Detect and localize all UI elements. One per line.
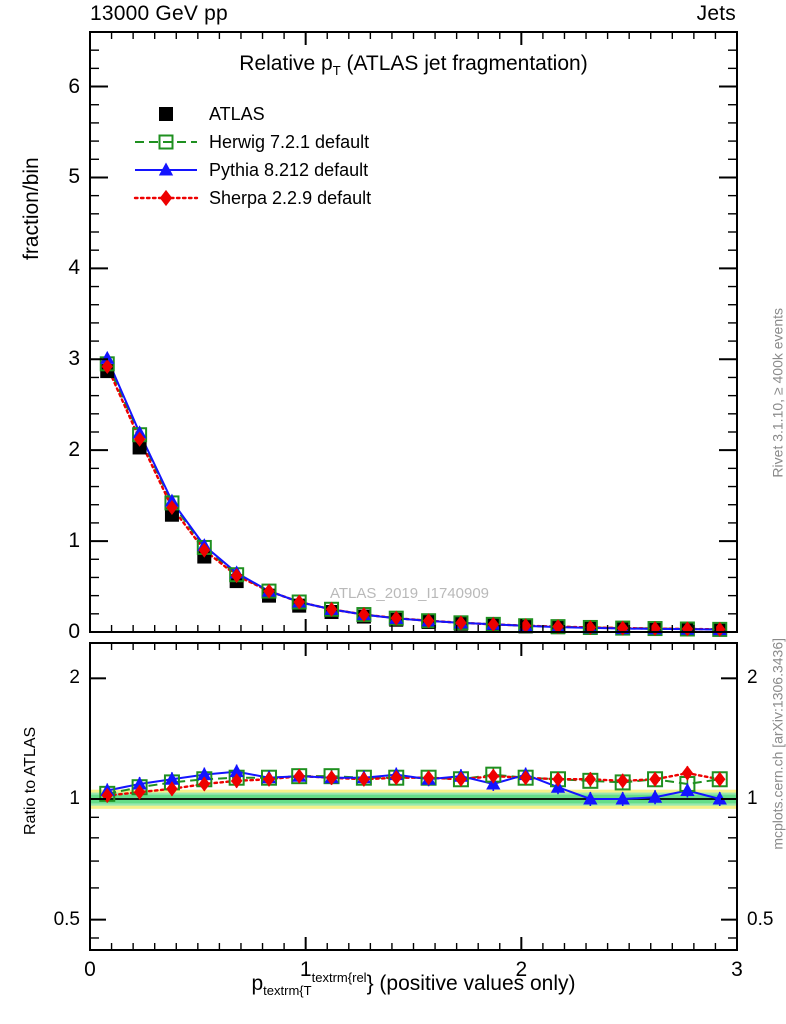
header-collision-energy: 13000 GeV pp	[90, 2, 228, 25]
tick-label: 0.5	[747, 908, 774, 930]
x-axis-label-sup: textrm{rel	[311, 970, 367, 985]
ratio-y-axis-label: Ratio to ATLAS	[22, 726, 39, 835]
legend-item: Herwig 7.2.1 default	[133, 128, 371, 156]
legend-marker-square-open-icon	[133, 132, 199, 152]
main-y-axis-label: fraction/bin	[20, 157, 43, 260]
tick-label: 2	[515, 958, 528, 981]
legend-item: Pythia 8.212 default	[133, 156, 371, 184]
plot-title-sub: T	[332, 63, 341, 79]
x-axis-label-sub: textrm{T	[263, 983, 312, 999]
tick-label: 1	[747, 787, 758, 809]
tick-label: 4	[68, 256, 80, 280]
tick-label: 0.5	[53, 908, 80, 930]
tick-label: 3	[68, 347, 80, 371]
legend-label: Sherpa 2.2.9 default	[209, 187, 372, 208]
legend-item: Sherpa 2.2.9 default	[133, 184, 371, 212]
tick-label: 2	[69, 667, 80, 689]
tick-label: 6	[68, 74, 80, 98]
tick-label: 1	[68, 529, 80, 553]
plot-title-tail: (ATLAS jet fragmentation)	[340, 52, 588, 75]
x-axis-label-tail: } (positive values only)	[366, 972, 576, 995]
legend-label: Herwig 7.2.1 default	[209, 131, 370, 152]
x-axis-label: ptextrm{Ttextrm{rel} (positive values on…	[90, 970, 737, 998]
legend-marker-diamond-filled-icon	[133, 188, 199, 208]
tick-label: 2	[68, 438, 80, 462]
tick-label: 3	[731, 958, 743, 981]
legend-item: ATLAS	[133, 100, 371, 128]
legend: ATLAS Herwig 7.2.1 default Pythia 8.212 de…	[133, 100, 371, 212]
header-category: Jets	[696, 2, 736, 25]
legend-label: Pythia 8.212 default	[209, 159, 369, 180]
tick-label: 5	[68, 165, 80, 189]
legend-marker-triangle-filled-icon	[133, 160, 199, 180]
tick-label: 1	[299, 958, 312, 981]
plot-title-lead: Relative p	[239, 52, 333, 75]
tick-label: 1	[69, 787, 80, 809]
legend-marker-square-filled-icon	[133, 104, 199, 124]
tick-label: 0	[84, 958, 96, 981]
analysis-watermark: ATLAS_2019_I1740909	[330, 585, 490, 602]
x-axis-label-p: p	[251, 972, 264, 995]
tick-label: 2	[747, 667, 758, 689]
rivet-version-label: Rivet 3.1.10, ≥ 400k events	[770, 308, 786, 478]
tick-label: 0	[68, 620, 80, 643]
plot-title: Relative pT (ATLAS jet fragmentation)	[90, 52, 737, 78]
legend-label: ATLAS	[209, 103, 265, 124]
mcplots-reference-label: mcplots.cern.ch [arXiv:1306.3436]	[770, 638, 786, 850]
